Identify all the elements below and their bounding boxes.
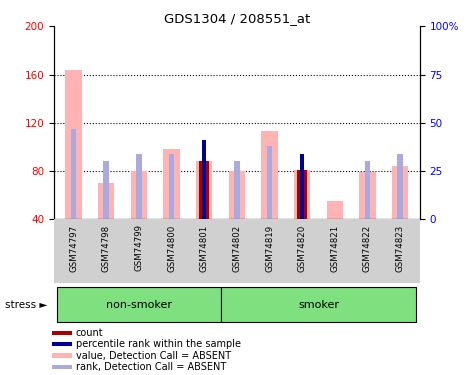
Bar <box>103 161 109 219</box>
Bar <box>199 161 209 219</box>
Bar <box>52 331 72 335</box>
Bar <box>294 170 310 219</box>
Bar <box>52 342 72 346</box>
Bar <box>168 154 174 219</box>
Bar <box>359 172 376 219</box>
Text: GSM74801: GSM74801 <box>200 225 209 272</box>
Bar <box>202 140 206 219</box>
Text: stress ►: stress ► <box>5 300 47 310</box>
Text: value, Detection Call = ABSENT: value, Detection Call = ABSENT <box>76 351 231 360</box>
Title: GDS1304 / 208551_at: GDS1304 / 208551_at <box>164 12 310 25</box>
Bar <box>229 171 245 219</box>
Bar <box>397 154 403 219</box>
Bar <box>392 166 408 219</box>
Bar <box>98 183 114 219</box>
Text: non-smoker: non-smoker <box>106 300 172 310</box>
Text: percentile rank within the sample: percentile rank within the sample <box>76 339 241 349</box>
Bar <box>261 131 278 219</box>
Text: count: count <box>76 328 103 338</box>
Text: GSM74820: GSM74820 <box>298 225 307 272</box>
Text: GSM74822: GSM74822 <box>363 225 372 272</box>
Bar <box>65 70 82 219</box>
Bar <box>196 161 212 219</box>
Bar <box>52 354 72 357</box>
Text: smoker: smoker <box>298 300 339 310</box>
Text: GSM74798: GSM74798 <box>102 225 111 272</box>
Bar <box>327 201 343 219</box>
Bar <box>57 287 220 322</box>
Bar <box>234 161 240 219</box>
Text: GSM74802: GSM74802 <box>232 225 242 272</box>
Bar <box>136 154 142 219</box>
Text: GSM74821: GSM74821 <box>330 225 340 272</box>
Bar <box>52 365 72 369</box>
Bar <box>364 161 371 219</box>
Bar <box>220 287 416 322</box>
Bar <box>71 129 76 219</box>
Text: GSM74819: GSM74819 <box>265 225 274 272</box>
Text: GSM74799: GSM74799 <box>134 225 144 272</box>
Bar <box>297 170 307 219</box>
Bar <box>300 154 304 219</box>
Bar <box>131 171 147 219</box>
Text: GSM74797: GSM74797 <box>69 225 78 272</box>
Bar <box>163 149 180 219</box>
Text: GSM74823: GSM74823 <box>396 225 405 272</box>
Text: GSM74800: GSM74800 <box>167 225 176 272</box>
Bar <box>266 146 272 219</box>
Text: rank, Detection Call = ABSENT: rank, Detection Call = ABSENT <box>76 362 226 372</box>
